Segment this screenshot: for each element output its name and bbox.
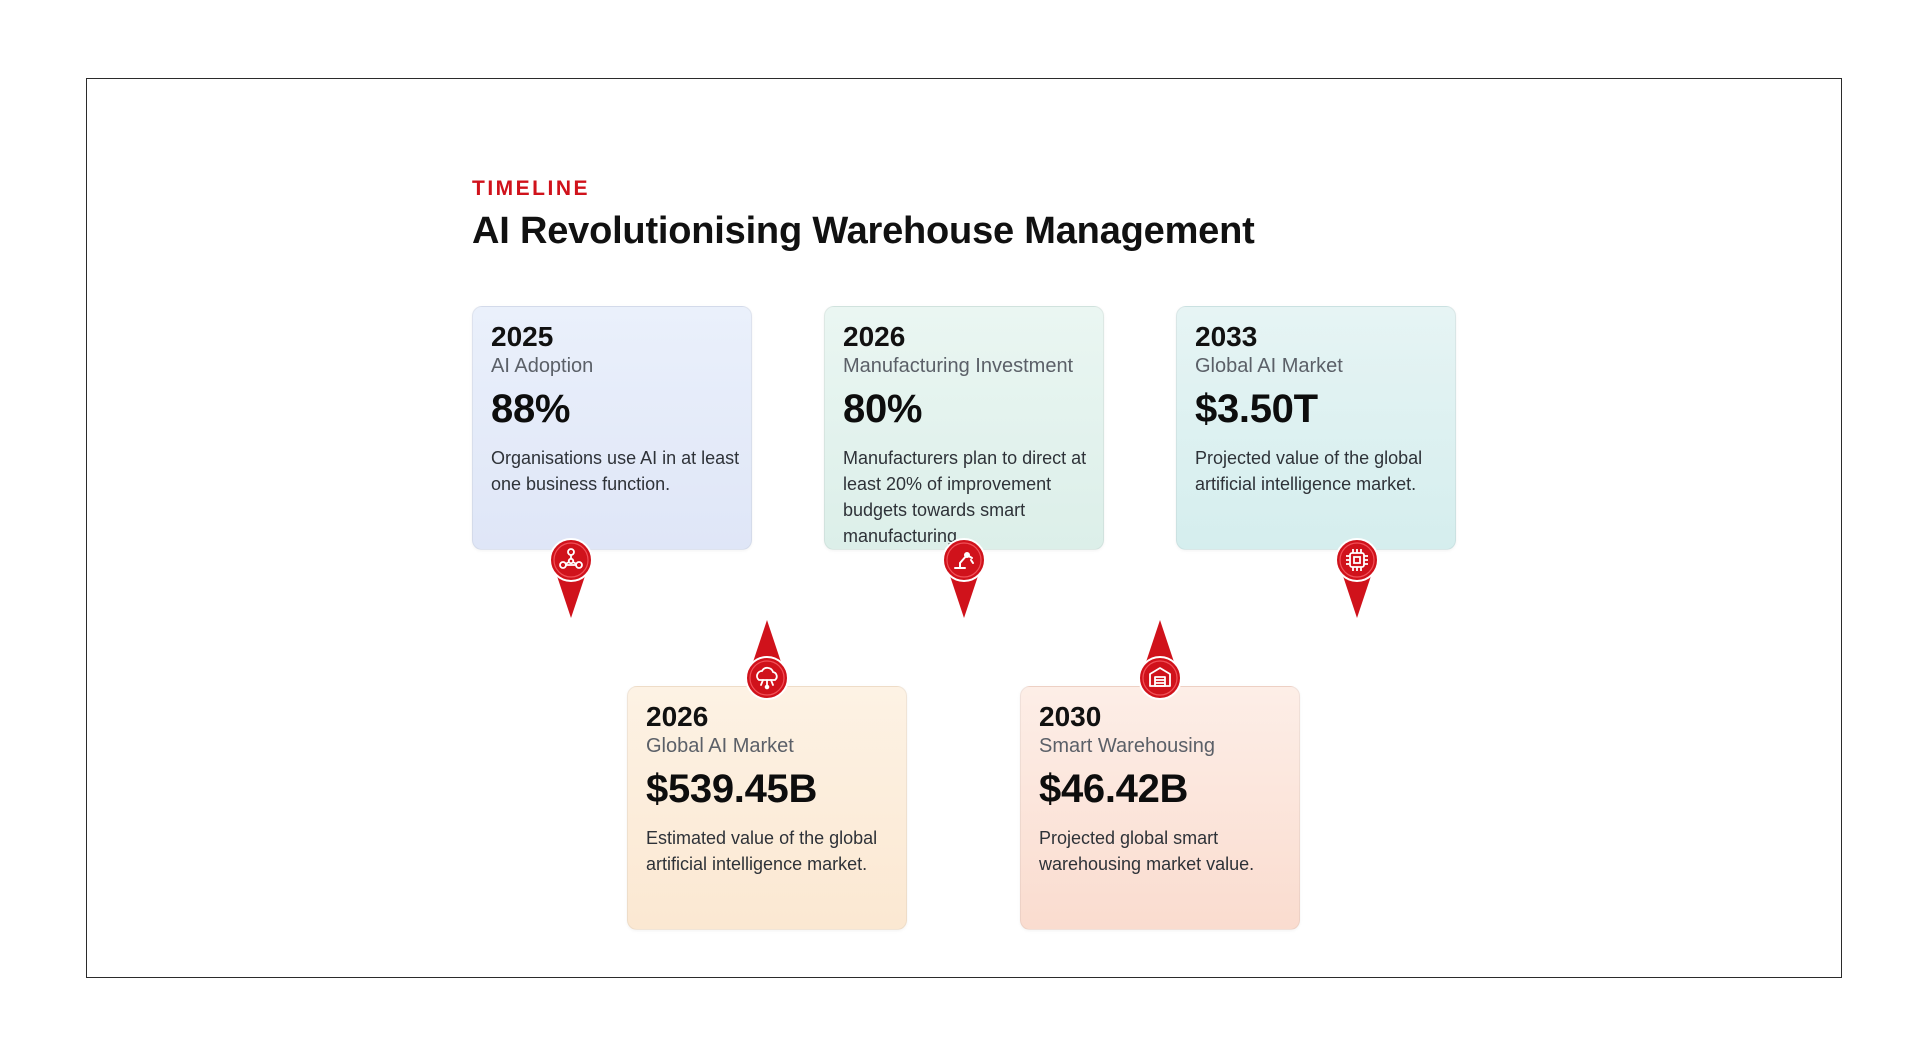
milestone-label: AI Adoption xyxy=(491,355,594,377)
milestone-card-2026-manufacturing-investment: 2026 Manufacturing Investment 80% Manufa… xyxy=(824,306,1104,550)
milestone-year: 2026 xyxy=(646,701,709,732)
section-eyebrow: TIMELINE xyxy=(472,177,590,200)
milestone-card-2025-ai-adoption: 2025 AI Adoption 88% Organisations use A… xyxy=(472,306,752,550)
milestone-description: Projected global smart warehousing marke… xyxy=(1039,828,1255,874)
page-title: AI Revolutionising Warehouse Management xyxy=(472,210,1255,252)
milestone-description: Estimated value of the global artificial… xyxy=(646,828,878,874)
milestone-description: Projected value of the global artificial… xyxy=(1195,448,1423,494)
milestone-value: $539.45B xyxy=(646,767,818,811)
timeline-pin-2030 xyxy=(1138,620,1182,700)
milestone-value: 80% xyxy=(843,387,923,431)
milestone-label: Manufacturing Investment xyxy=(843,355,1074,377)
milestone-label: Global AI Market xyxy=(646,735,794,757)
milestone-value: $3.50T xyxy=(1195,387,1318,431)
milestone-label: Smart Warehousing xyxy=(1039,735,1215,757)
milestone-description: Organisations use AI in at least one bus… xyxy=(491,448,740,494)
milestone-year: 2025 xyxy=(491,321,554,352)
timeline-pin-2026-global-ai xyxy=(745,620,789,700)
chip-icon xyxy=(1346,549,1368,571)
timeline-pin-2025 xyxy=(549,538,593,618)
milestone-label: Global AI Market xyxy=(1195,355,1343,377)
milestone-card-2033-global-ai-market: 2033 Global AI Market $3.50T Projected v… xyxy=(1176,306,1456,550)
milestone-card-2030-smart-warehousing: 2030 Smart Warehousing $46.42B Projected… xyxy=(1020,686,1300,930)
robot-arm-icon xyxy=(954,552,974,569)
milestone-card-2026-global-ai-market: 2026 Global AI Market $539.45B Estimated… xyxy=(627,686,907,930)
cloud-network-icon xyxy=(756,666,778,690)
warehouse-icon xyxy=(1149,667,1171,687)
milestone-year: 2030 xyxy=(1039,701,1102,732)
timeline-pin-2033 xyxy=(1335,538,1379,618)
milestone-year: 2026 xyxy=(843,321,906,352)
network-nodes-icon xyxy=(559,548,583,569)
milestone-value: $46.42B xyxy=(1039,767,1189,811)
milestone-value: 88% xyxy=(491,387,571,431)
milestone-description: Manufacturers plan to direct at least 20… xyxy=(843,448,1087,546)
milestone-year: 2033 xyxy=(1195,321,1258,352)
timeline-pin-2026-manufacturing xyxy=(942,538,986,618)
